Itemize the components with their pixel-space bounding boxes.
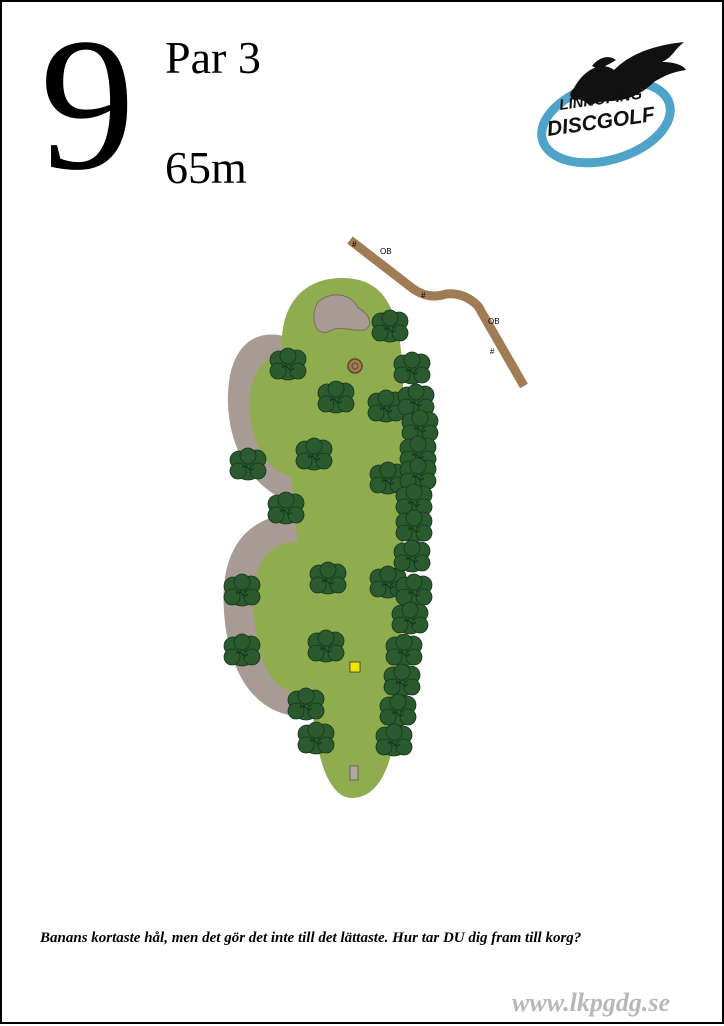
tree-icon [383,663,421,697]
ob-line [347,236,528,389]
basket-ring-icon [351,362,359,370]
website-url: www.lkpgdg.se [512,988,670,1017]
club-logo: LINKÖPING DISCGOLF [537,42,686,168]
tree-icon [379,693,417,727]
tree-icon [317,380,355,414]
par-value: Par 3 [165,32,261,83]
tree-icon [399,457,437,491]
basket-icon [347,358,363,374]
tree-icon [223,633,261,667]
trees [223,309,439,757]
tree-icon [369,461,407,495]
tree-icon [401,409,439,443]
tree-icon [395,573,433,607]
tree-icon [367,389,405,423]
tree-icon [297,721,335,755]
hole-length: 65m [165,142,247,193]
ob-marker-1: # [352,240,357,249]
tree-icon [309,561,347,595]
tree-icon [371,309,409,343]
tree-icon [287,687,325,721]
tree-icon [307,629,345,663]
hole-number: 9 [40,0,135,210]
tree-icon [223,573,261,607]
tee-pad [349,765,359,781]
tree-icon [295,437,333,471]
tree-icon [267,491,305,525]
drop-zone-marker [349,661,361,673]
ob-label-1: OB [380,247,392,256]
hole-description: Banans kortaste hål, men det gör det int… [40,930,582,946]
tree-icon [385,633,423,667]
tree-icon [375,723,413,757]
tree-icon [395,509,433,543]
tree-icon [229,447,267,481]
rock [313,294,371,333]
tree-icon [269,347,307,381]
tree-icon [393,539,431,573]
ob-marker-3: # [490,347,495,356]
ob-marker-2: # [421,291,426,300]
ob-label-2: OB [488,317,500,326]
tree-icon [397,383,435,417]
tree-icon [391,601,429,635]
tree-icon [393,351,431,385]
tree-icon [395,483,433,517]
